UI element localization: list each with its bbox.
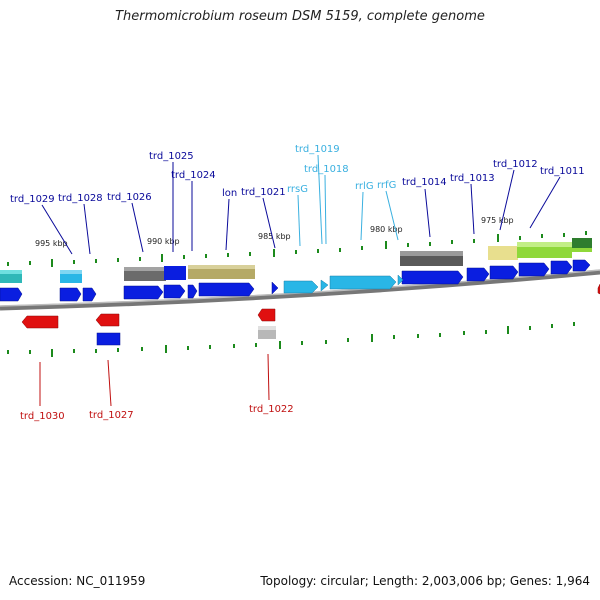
scale-label: 990 kbp — [147, 237, 180, 246]
gene-label: lon — [222, 188, 237, 199]
gene-arrow — [518, 262, 550, 277]
gene-arrow — [21, 315, 59, 329]
reverse-gene-row — [21, 283, 600, 329]
scale-label: 995 kbp — [35, 239, 68, 248]
rrna-gene-row — [283, 274, 404, 294]
gene-label: trd_1028 — [58, 193, 103, 204]
rrna-arrow — [397, 274, 404, 286]
gene-label: trd_1022 — [249, 404, 294, 415]
bottom-gene-labels: trd_1030 trd_1027 trd_1022 — [20, 404, 294, 422]
gene-label: trd_1026 — [107, 192, 152, 203]
gene-arrow — [572, 259, 591, 272]
gene-label: trd_1014 — [402, 177, 447, 188]
scale-label: 985 kbp — [258, 232, 291, 241]
rrna-arrow — [320, 279, 329, 292]
lower-tick-row — [7, 322, 575, 357]
gene-arrow — [123, 285, 164, 300]
top-gene-labels: trd_1029 trd_1028 trd_1026 trd_1025 trd_… — [10, 144, 585, 205]
gene-arrow — [0, 287, 23, 302]
gene-arrow — [257, 308, 276, 322]
gene-label: rrlG — [355, 181, 374, 192]
gene-arrow — [401, 270, 464, 285]
scale-label: 980 kbp — [370, 225, 403, 234]
gene-arrow — [163, 284, 186, 299]
rrna-arrow — [283, 280, 319, 294]
gene-label: trd_1029 — [10, 194, 55, 205]
cog-feature-row — [0, 238, 592, 283]
gene-label: trd_1021 — [241, 187, 286, 198]
rrna-arrow — [329, 275, 397, 290]
scale-label: 975 kbp — [481, 216, 514, 225]
gene-label: trd_1018 — [304, 164, 349, 175]
gene-arrow — [198, 282, 255, 297]
genome-backbone — [0, 269, 600, 311]
gene-label: trd_1019 — [295, 144, 340, 155]
bottom-leader-lines — [39, 353, 270, 407]
genome-summary: Topology: circular; Length: 2,003,006 bp… — [260, 574, 590, 588]
gene-label: trd_1012 — [493, 159, 538, 170]
gene-arrow — [82, 287, 97, 302]
gene-label: trd_1025 — [149, 151, 194, 162]
gene-label: trd_1027 — [89, 410, 134, 421]
gene-label: trd_1013 — [450, 173, 495, 184]
gene-arrow — [466, 267, 490, 282]
gene-arrow — [95, 313, 120, 327]
accession-label: Accession: NC_011959 — [9, 574, 146, 588]
forward-gene-row — [0, 259, 591, 346]
gene-arrow — [550, 260, 573, 275]
gene-arrow — [271, 281, 279, 295]
upper-tick-row — [7, 231, 587, 267]
top-leader-lines — [41, 154, 561, 255]
map-title: Thermomicrobium roseum DSM 5159, complet… — [115, 9, 485, 24]
gene-label: trd_1030 — [20, 411, 65, 422]
gene-arrow — [489, 265, 519, 280]
gene-label: rrfG — [377, 180, 396, 191]
gene-arrow — [59, 287, 82, 302]
gene-label: trd_1024 — [171, 170, 216, 181]
gene-label: rrsG — [287, 184, 308, 195]
gene-label: trd_1011 — [540, 166, 585, 177]
gene-arrow — [187, 284, 198, 299]
